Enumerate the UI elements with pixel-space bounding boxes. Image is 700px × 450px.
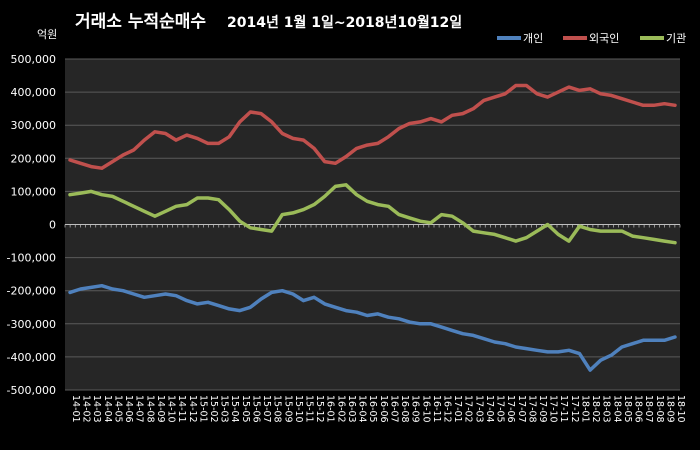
x-tick-label: 16-08 — [399, 395, 410, 423]
gridlines — [65, 58, 680, 391]
series-line-0 — [68, 283, 677, 372]
y-tick-label: 200,000 — [11, 152, 57, 165]
y-tick-label: 500,000 — [11, 53, 57, 66]
x-tick-label: 14-10 — [166, 395, 177, 423]
x-tick-label: 18-03 — [601, 395, 612, 423]
y-axis-unit-label: 억원 — [37, 28, 57, 41]
legend-label-institution: 기관 — [666, 32, 686, 45]
x-tick-label: 14-06 — [123, 395, 134, 423]
x-tick-label: 17-10 — [548, 395, 559, 423]
x-tick-label: 18-05 — [622, 395, 633, 423]
chart-title: 거래소 누적순매수 — [75, 12, 206, 32]
x-tick-label: 15-06 — [250, 395, 261, 423]
y-axis-ticks: 500,000 400,000 300,000 200,000 100,000 0 -100… — [7, 53, 56, 397]
x-tick-label: 14-01 — [70, 395, 81, 423]
x-tick-label: 15-01 — [197, 395, 208, 423]
x-tick-label: 16-02 — [335, 395, 346, 423]
x-tick-label: 14-05 — [112, 395, 123, 423]
x-tick-label: 16-06 — [378, 395, 389, 423]
x-tick-label: 16-11 — [431, 395, 442, 423]
x-tick-label: 15-03 — [219, 395, 230, 423]
x-tick-label: 16-12 — [441, 395, 452, 423]
x-tick-label: 17-09 — [537, 395, 548, 423]
x-tick-label: 14-08 — [144, 395, 155, 423]
x-tick-label: 18-10 — [675, 395, 686, 423]
x-tick-label: 18-04 — [611, 395, 622, 423]
x-tick-label: 17-07 — [516, 395, 527, 423]
y-tick-label: -500,000 — [7, 384, 56, 397]
series-line-1 — [68, 83, 677, 170]
x-tick-label: 15-07 — [261, 395, 272, 423]
y-tick-label: 0 — [49, 219, 56, 232]
x-tick-label: 17-05 — [495, 395, 506, 423]
x-tick-label: 15-02 — [208, 395, 219, 423]
x-tick-label: 17-01 — [452, 395, 463, 423]
x-tick-label: 15-11 — [304, 395, 315, 423]
x-tick-label: 17-02 — [463, 395, 474, 423]
x-tick-label: 16-04 — [357, 395, 368, 423]
x-tick-label: 17-04 — [484, 395, 495, 423]
x-tick-label: 17-12 — [569, 395, 580, 423]
x-tick-label: 15-05 — [240, 395, 251, 423]
x-tick-label: 14-12 — [187, 395, 198, 423]
legend: 개인 외국인 기관 — [497, 32, 686, 45]
y-tick-label: -300,000 — [7, 318, 56, 331]
series-line-2 — [68, 183, 677, 245]
x-tick-label: 18-09 — [664, 395, 675, 423]
series-lines — [68, 83, 677, 372]
x-tick-label: 14-03 — [91, 395, 102, 423]
legend-label-individual: 개인 — [523, 32, 543, 45]
x-tick-label: 17-08 — [526, 395, 537, 423]
x-tick-label: 18-08 — [654, 395, 665, 423]
x-tick-label: 15-04 — [229, 395, 240, 423]
x-tick-label: 14-07 — [134, 395, 145, 423]
x-tick-label: 15-12 — [314, 395, 325, 423]
y-tick-label: 100,000 — [11, 185, 57, 198]
x-tick-label: 16-10 — [420, 395, 431, 423]
y-tick-label: -100,000 — [7, 252, 56, 265]
x-tick-label: 14-04 — [102, 395, 113, 423]
x-tick-label: 16-07 — [388, 395, 399, 423]
y-tick-label: -400,000 — [7, 351, 56, 364]
x-tick-label: 16-09 — [410, 395, 421, 423]
y-tick-label: -200,000 — [7, 285, 56, 298]
x-tick-label: 15-08 — [272, 395, 283, 423]
x-tick-label: 18-06 — [633, 395, 644, 423]
legend-label-foreign: 외국인 — [589, 32, 619, 45]
x-tick-label: 16-05 — [367, 395, 378, 423]
x-tick-label: 14-09 — [155, 395, 166, 423]
x-tick-label: 18-07 — [643, 395, 654, 423]
x-tick-label: 16-03 — [346, 395, 357, 423]
chart-subtitle: 2014년 1월 1일~2018년10월12일 — [227, 14, 462, 31]
x-tick-label: 18-01 — [579, 395, 590, 423]
x-tick-label: 17-06 — [505, 395, 516, 423]
x-tick-label: 16-01 — [325, 395, 336, 423]
x-tick-label: 14-11 — [176, 395, 187, 423]
x-tick-label: 14-02 — [81, 395, 92, 423]
x-tick-label: 17-11 — [558, 395, 569, 423]
x-tick-label: 17-03 — [473, 395, 484, 423]
y-tick-label: 400,000 — [11, 86, 57, 99]
y-tick-label: 300,000 — [11, 119, 57, 132]
x-tick-label: 18-02 — [590, 395, 601, 423]
x-tick-label: 15-10 — [293, 395, 304, 423]
x-tick-label: 15-09 — [282, 395, 293, 423]
